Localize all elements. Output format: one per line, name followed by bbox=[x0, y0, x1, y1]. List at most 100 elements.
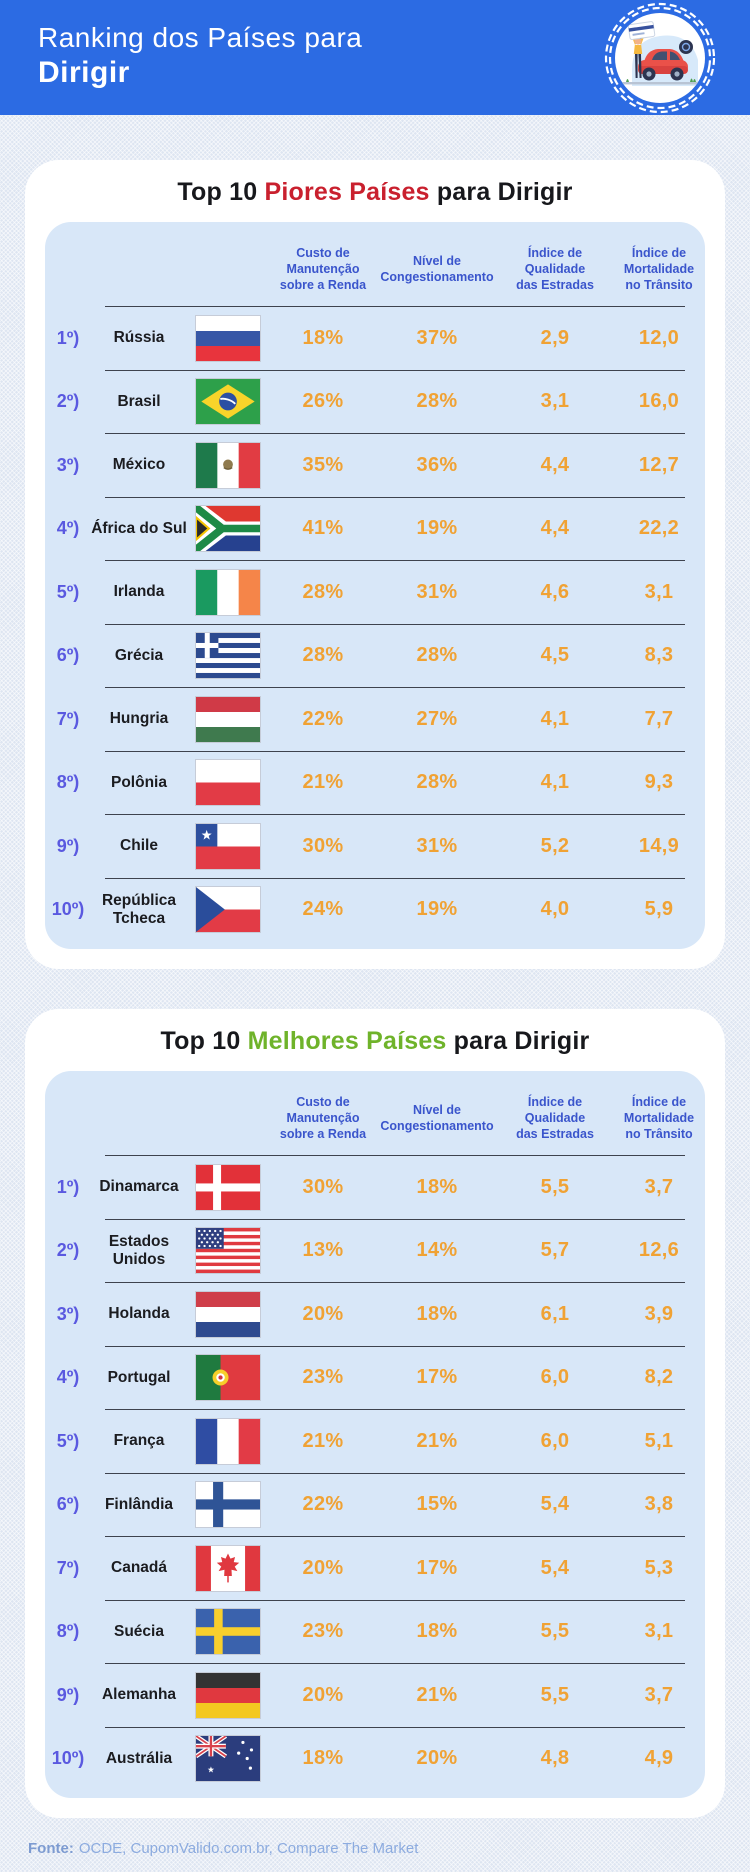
value-cell: 4,4 bbox=[540, 453, 570, 476]
finland-flag-icon bbox=[195, 1481, 261, 1529]
value-cell: 4,8 bbox=[540, 1747, 570, 1770]
value-cell: 5,5 bbox=[540, 1175, 570, 1198]
table-row: 1º) Dinamarca 30% 18% 5,5 3,7 bbox=[45, 1156, 705, 1219]
rank-label: 9º) bbox=[56, 1684, 80, 1705]
value-cell: 27% bbox=[416, 707, 458, 730]
table-row: 5º) França 21% 21% 6,0 5,1 bbox=[45, 1410, 705, 1473]
value-cell: 28% bbox=[416, 390, 458, 413]
value-cell: 18% bbox=[416, 1620, 458, 1643]
page-title: Ranking dos Países para Dirigir bbox=[38, 20, 362, 91]
country-name: Alemanha bbox=[101, 1686, 177, 1704]
column-header-line: Manutenção bbox=[286, 1110, 360, 1125]
country-name: República Tcheca bbox=[101, 891, 177, 927]
row-divider bbox=[105, 369, 685, 371]
country-name: Rússia bbox=[113, 329, 165, 347]
country-name: México bbox=[112, 456, 166, 474]
value-cell: 14,9 bbox=[638, 834, 680, 857]
best-countries-title: Top 10 Melhores Países para Dirigir bbox=[45, 1023, 705, 1059]
value-cell: 28% bbox=[302, 644, 344, 667]
flag-cell bbox=[187, 1227, 269, 1275]
source-footer: Fonte: OCDE, CupomValido.com.br, Compare … bbox=[28, 1840, 750, 1857]
country-name: Dinamarca bbox=[99, 1178, 179, 1196]
table-row: 5º) Irlanda 28% 31% 4,6 3,1 bbox=[45, 561, 705, 624]
value-cell: 37% bbox=[416, 326, 458, 349]
column-header-line: das Estradas bbox=[516, 278, 594, 293]
value-cell: 15% bbox=[416, 1493, 458, 1516]
value-cell: 4,1 bbox=[540, 771, 570, 794]
country-name: Grécia bbox=[114, 646, 164, 664]
flag-cell bbox=[187, 1735, 269, 1783]
row-divider bbox=[105, 1472, 685, 1474]
value-cell: 20% bbox=[302, 1302, 344, 1325]
country-name: Holanda bbox=[108, 1305, 170, 1323]
row-divider bbox=[105, 496, 685, 498]
table-row: 9º) Chile 30% 31% 5,2 14,9 bbox=[45, 815, 705, 878]
content: Top 10 Piores Países para Dirigir Custo … bbox=[0, 160, 750, 1818]
value-cell: 28% bbox=[302, 580, 344, 603]
table-row: 8º) Suécia 23% 18% 5,5 3,1 bbox=[45, 1601, 705, 1664]
column-header: Índice de Mortalidade no Trânsito bbox=[613, 1094, 705, 1143]
value-cell: 4,9 bbox=[644, 1747, 674, 1770]
rank-label: 7º) bbox=[56, 1557, 80, 1578]
value-cell: 35% bbox=[302, 453, 344, 476]
value-cell: 24% bbox=[302, 898, 344, 921]
flag-cell bbox=[187, 1417, 269, 1465]
value-cell: 22% bbox=[302, 707, 344, 730]
flag-cell bbox=[187, 1354, 269, 1402]
title-text: para Dirigir bbox=[429, 178, 573, 206]
table-row: 10º) Austrália 18% 20% 4,8 4,9 bbox=[45, 1728, 705, 1791]
value-cell: 4,5 bbox=[540, 644, 570, 667]
value-cell: 7,7 bbox=[644, 707, 674, 730]
credit-card-icon bbox=[627, 21, 656, 40]
rank-label: 10º) bbox=[51, 1748, 85, 1769]
value-cell: 3,8 bbox=[644, 1493, 674, 1516]
russia-flag-icon bbox=[195, 314, 261, 362]
value-cell: 5,7 bbox=[540, 1239, 570, 1262]
column-header: Índice de Mortalidade no Trânsito bbox=[613, 245, 705, 294]
flag-cell bbox=[187, 822, 269, 870]
table-row: 3º) Holanda 20% 18% 6,1 3,9 bbox=[45, 1283, 705, 1346]
title-text: Top 10 bbox=[160, 1027, 248, 1055]
netherlands-flag-icon bbox=[195, 1290, 261, 1338]
flag-cell bbox=[187, 759, 269, 807]
hungary-flag-icon bbox=[195, 695, 261, 743]
canada-flag-icon bbox=[195, 1544, 261, 1592]
country-name: Hungria bbox=[109, 710, 169, 728]
poland-flag-icon bbox=[195, 759, 261, 807]
column-header-line: Nível de bbox=[413, 1102, 461, 1117]
column-header-line: sobre a Renda bbox=[279, 278, 367, 293]
row-divider bbox=[105, 750, 685, 752]
country-name: Austrália bbox=[105, 1749, 173, 1767]
chile-flag-icon bbox=[195, 822, 261, 870]
source-list: OCDE, CupomValido.com.br, Compare The Ma… bbox=[78, 1840, 419, 1857]
table-row: 2º) Brasil 26% 28% 3,1 16,0 bbox=[45, 371, 705, 434]
row-divider bbox=[105, 1663, 685, 1664]
rank-label: 9º) bbox=[56, 835, 80, 856]
rank-label: 1º) bbox=[56, 327, 80, 348]
flag-cell bbox=[187, 568, 269, 616]
value-cell: 5,5 bbox=[540, 1683, 570, 1706]
value-cell: 4,0 bbox=[540, 898, 570, 921]
country-name: Portugal bbox=[107, 1368, 171, 1386]
table-header-row: Custo de Manutenção sobre a Renda Nível de C… bbox=[45, 1081, 705, 1155]
row-divider bbox=[105, 623, 685, 625]
country-name: África do Sul bbox=[91, 519, 187, 537]
value-cell: 4,6 bbox=[540, 580, 570, 603]
value-cell: 3,7 bbox=[644, 1175, 674, 1198]
column-header-line: Qualidade bbox=[524, 1110, 586, 1125]
rank-label: 7º) bbox=[56, 708, 80, 729]
value-cell: 22% bbox=[302, 1493, 344, 1516]
value-cell: 12,6 bbox=[638, 1239, 680, 1262]
column-header: Nível de Congestionamento bbox=[377, 1102, 497, 1135]
flag-cell bbox=[187, 695, 269, 743]
table-row: 6º) Grécia 28% 28% 4,5 8,3 bbox=[45, 625, 705, 688]
best-countries-card: Top 10 Melhores Países para Dirigir Cust… bbox=[25, 1009, 725, 1818]
column-header: Nível de Congestionamento bbox=[377, 253, 497, 286]
page-header: Ranking dos Países para Dirigir bbox=[0, 0, 750, 115]
column-header: Índice de Qualidade das Estradas bbox=[497, 245, 613, 294]
value-cell: 16,0 bbox=[638, 390, 680, 413]
column-header: Custo de Manutenção sobre a Renda bbox=[269, 245, 377, 294]
value-cell: 26% bbox=[302, 390, 344, 413]
value-cell: 18% bbox=[416, 1175, 458, 1198]
